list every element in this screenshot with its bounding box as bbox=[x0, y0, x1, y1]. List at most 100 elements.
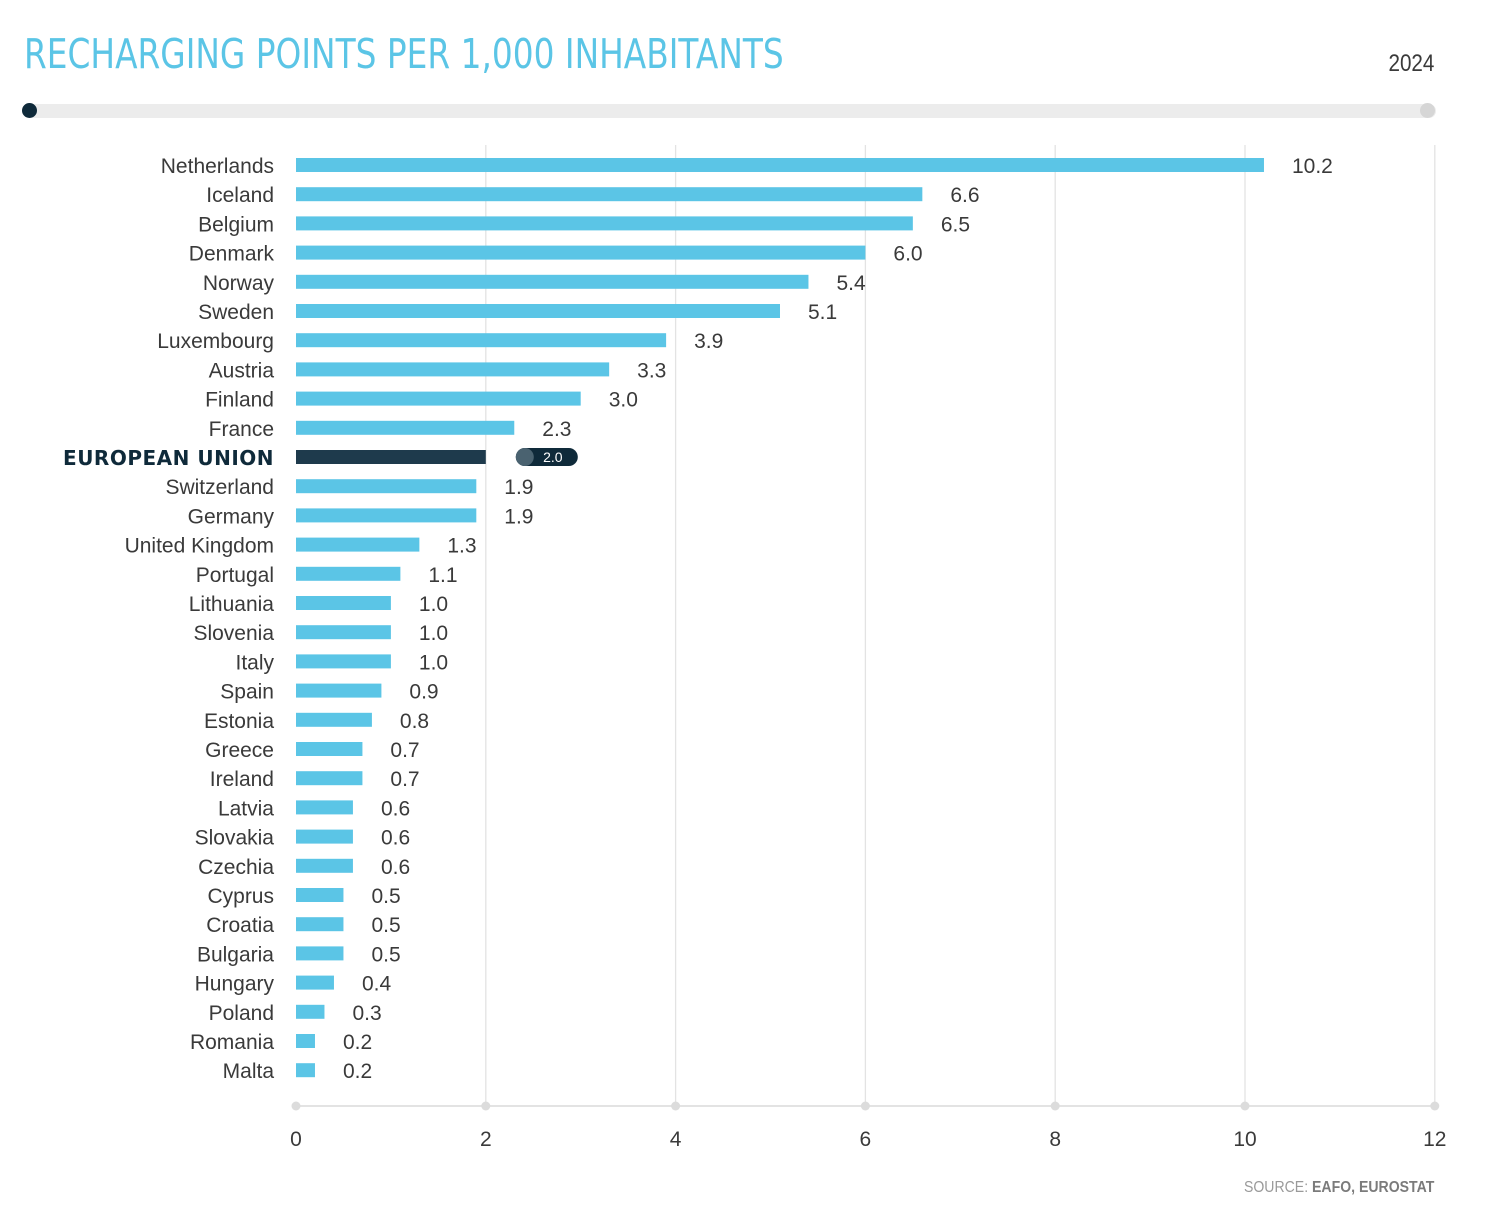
category-label: Denmark bbox=[189, 243, 275, 266]
value-label: 5.1 bbox=[808, 301, 837, 324]
category-label: Portugal bbox=[196, 564, 274, 587]
bar bbox=[296, 742, 363, 756]
x-tick-label: 4 bbox=[670, 1128, 682, 1151]
year-slider-end-handle[interactable] bbox=[1420, 103, 1435, 118]
value-badge-knob bbox=[515, 448, 534, 466]
x-tick-label: 0 bbox=[290, 1128, 302, 1151]
category-label-highlight: EUROPEAN UNION bbox=[63, 446, 274, 470]
value-label: 0.6 bbox=[381, 856, 410, 879]
x-tick-dot bbox=[481, 1101, 491, 1111]
category-label: Luxembourg bbox=[157, 330, 274, 353]
category-label: Switzerland bbox=[165, 476, 274, 499]
category-label: United Kingdom bbox=[125, 535, 274, 558]
bar bbox=[296, 274, 809, 289]
x-tick-label: 12 bbox=[1423, 1128, 1446, 1151]
year-slider-handle[interactable] bbox=[22, 103, 37, 118]
bar bbox=[296, 304, 780, 318]
category-label: Belgium bbox=[198, 213, 274, 236]
x-tick-dot bbox=[860, 1101, 870, 1111]
category-label: France bbox=[209, 418, 274, 441]
value-label: 1.1 bbox=[428, 564, 457, 587]
bar bbox=[296, 683, 382, 698]
category-label: Malta bbox=[223, 1060, 275, 1083]
x-tick-dot bbox=[671, 1101, 681, 1111]
value-label: 1.3 bbox=[447, 535, 476, 558]
bar bbox=[296, 333, 667, 348]
value-label: 0.2 bbox=[343, 1031, 372, 1054]
value-label: 3.0 bbox=[609, 389, 638, 412]
bar bbox=[296, 245, 866, 260]
bar bbox=[296, 420, 515, 435]
bar bbox=[296, 917, 344, 932]
bar bbox=[296, 158, 1264, 172]
category-label: Poland bbox=[209, 1002, 274, 1025]
category-label: Croatia bbox=[206, 914, 274, 937]
bar bbox=[296, 1004, 325, 1019]
value-label: 1.9 bbox=[504, 505, 533, 528]
value-label: 6.5 bbox=[941, 213, 970, 236]
category-label: Norway bbox=[203, 272, 275, 295]
bar bbox=[296, 800, 353, 815]
category-label: Ireland bbox=[210, 768, 274, 791]
value-label: 0.2 bbox=[343, 1060, 372, 1083]
category-label: Netherlands bbox=[161, 155, 274, 178]
x-tick-label: 6 bbox=[860, 1128, 872, 1151]
category-label: Greece bbox=[205, 739, 274, 762]
bar bbox=[296, 946, 344, 961]
bar bbox=[296, 566, 401, 581]
x-tick-dot bbox=[1050, 1101, 1060, 1111]
value-label: 0.3 bbox=[352, 1002, 381, 1025]
bar bbox=[296, 712, 372, 727]
chart-title: RECHARGING POINTS PER 1,000 INHABITANTS bbox=[24, 30, 784, 78]
source-note: SOURCE: EAFO, EUROSTAT bbox=[1244, 1179, 1434, 1197]
year-label: 2024 bbox=[1388, 50, 1434, 77]
value-label: 1.9 bbox=[504, 476, 533, 499]
category-label: Latvia bbox=[218, 797, 274, 820]
year-slider-track[interactable] bbox=[22, 104, 1436, 118]
bar bbox=[296, 1063, 315, 1078]
value-label: 0.8 bbox=[400, 710, 429, 733]
value-label: 1.0 bbox=[419, 622, 448, 645]
value-label: 6.6 bbox=[950, 184, 979, 207]
value-label: 1.0 bbox=[419, 593, 448, 616]
category-label: Estonia bbox=[204, 710, 274, 733]
x-tick-dot bbox=[1240, 1101, 1250, 1111]
source-name: EAFO, EUROSTAT bbox=[1311, 1179, 1434, 1196]
bar bbox=[296, 596, 391, 610]
value-label: 0.5 bbox=[371, 885, 400, 908]
value-label: 3.9 bbox=[694, 330, 723, 353]
value-label: 0.5 bbox=[371, 943, 400, 966]
category-label: Germany bbox=[188, 505, 275, 528]
category-label: Italy bbox=[235, 651, 274, 674]
bar bbox=[296, 537, 420, 552]
category-label: Cyprus bbox=[207, 885, 274, 908]
x-tick-dot bbox=[291, 1101, 301, 1111]
bar bbox=[296, 508, 477, 523]
bar bbox=[296, 975, 334, 990]
x-tick-label: 8 bbox=[1049, 1128, 1061, 1151]
category-label: Bulgaria bbox=[197, 943, 274, 966]
bar bbox=[296, 362, 610, 377]
value-label: 3.3 bbox=[637, 359, 666, 382]
bar bbox=[296, 771, 363, 786]
category-label: Slovenia bbox=[193, 622, 274, 645]
value-label: 0.7 bbox=[390, 768, 419, 791]
category-label: Hungary bbox=[195, 973, 275, 996]
category-label: Lithuania bbox=[189, 593, 275, 616]
bar bbox=[296, 479, 477, 494]
bar-highlight bbox=[296, 450, 486, 464]
bar bbox=[296, 654, 391, 669]
value-label: 0.4 bbox=[362, 973, 392, 996]
x-tick-dot bbox=[1430, 1101, 1440, 1111]
bar bbox=[296, 1034, 315, 1048]
category-label: Czechia bbox=[198, 856, 274, 879]
x-tick-label: 2 bbox=[480, 1128, 492, 1151]
bar bbox=[296, 391, 581, 406]
bar bbox=[296, 625, 391, 640]
value-label: 1.0 bbox=[419, 651, 448, 674]
value-label: 5.4 bbox=[836, 272, 866, 295]
category-label: Austria bbox=[209, 359, 275, 382]
value-label: 0.9 bbox=[409, 681, 438, 704]
value-label: 0.5 bbox=[371, 914, 400, 937]
